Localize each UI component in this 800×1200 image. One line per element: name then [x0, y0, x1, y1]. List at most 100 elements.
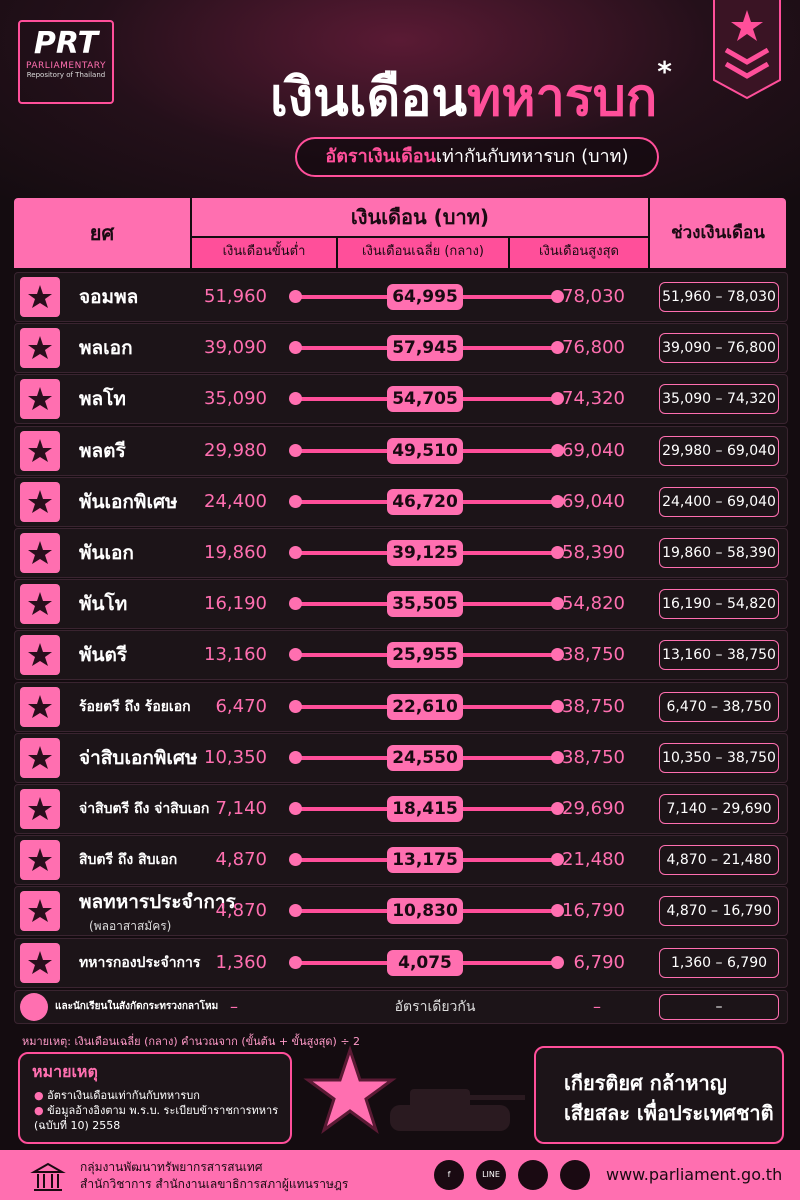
- min-salary: 29,980: [204, 439, 267, 461]
- track-dot: [551, 802, 564, 815]
- min-salary: 51,960: [204, 286, 267, 307]
- track-dot: [289, 546, 302, 559]
- youtube-icon[interactable]: [560, 1160, 590, 1190]
- salary-range: 19,860 – 58,390: [659, 538, 779, 568]
- note-item: ● อัตราเงินเดือนเท่ากันกับทหารบก: [34, 1089, 200, 1102]
- facebook-icon[interactable]: f: [434, 1160, 464, 1190]
- max-salary: 6,790: [573, 951, 625, 973]
- avg-salary: 22,610: [387, 693, 463, 720]
- rank-icon: [20, 942, 60, 983]
- rank-insignia: [28, 745, 52, 769]
- salary-range: 16,190 – 54,820: [659, 589, 779, 620]
- rank-text: ร้อยตรี ถึง ร้อยเอก: [79, 698, 191, 715]
- org-line: สำนักวิชาการ สำนักงานเลขาธิการสภาผู้แทนร…: [80, 1177, 349, 1191]
- track-dot: [551, 853, 564, 867]
- quote-line: เกียรติยศ กล้าหาญ: [564, 1071, 727, 1095]
- table-row: พันเอกพิเศษ 24,400 46,720 69,040 24,400 – 69…: [14, 476, 788, 527]
- header-cell: ช่วงเงินเดือน: [650, 198, 786, 268]
- note-text: อัตราเงินเดือนเท่ากันกับทหารบก: [47, 1089, 200, 1102]
- rank-name: และนักเรียนในสังกัดกระทรวงกลาโหม: [55, 1001, 219, 1012]
- rank-text: จอมพล: [79, 286, 139, 308]
- salary-range: 29,980 – 69,040: [659, 435, 779, 466]
- subtitle-part: เท่ากันกับทหารบก (บาท): [435, 146, 629, 167]
- rank-text: พลโท: [79, 388, 126, 411]
- note-text: ข้อมูลอ้างอิงตาม พ.ร.บ. ระเบียบข้าราชการ…: [34, 1104, 279, 1132]
- logo-line: Repository of Thailand: [26, 71, 106, 79]
- max-salary: 38,750: [562, 746, 625, 768]
- min-salary: 6,470: [215, 695, 267, 717]
- rank-name: พันตรี: [79, 631, 127, 679]
- salary-range: 4,870 – 21,480: [659, 845, 779, 876]
- rank-name: จอมพล: [79, 273, 138, 321]
- rank-text: ทหารกองประจำการ: [79, 954, 201, 971]
- rank-icon: [20, 379, 60, 420]
- max-salary: 69,040: [562, 439, 625, 461]
- salary-range: –: [659, 994, 779, 1020]
- rank-text: สิบตรี ถึง สิบเอก: [79, 852, 178, 869]
- title: เงินเดือนทหารบก*: [270, 55, 672, 138]
- salary-range: 4,870 – 16,790: [659, 896, 779, 927]
- max-salary: –: [593, 997, 601, 1016]
- table-row: พลทหารประจำการ (พลอาสาสมัคร) 4,870 10,830 16…: [14, 886, 788, 937]
- rank-icon: [20, 891, 60, 932]
- header-cell: เงินเดือน (บาท): [192, 198, 648, 236]
- salary-range: 1,360 – 6,790: [659, 947, 779, 978]
- logo-line: PARLIAMENTARY: [26, 61, 106, 71]
- track-dot: [289, 648, 302, 662]
- avg-salary: 18,415: [387, 796, 463, 822]
- web-icon[interactable]: [518, 1160, 548, 1190]
- min-salary: 10,350: [204, 746, 267, 768]
- table-row: ทหารกองประจำการ 1,360 4,075 6,790 1,360 – 6,…: [14, 937, 788, 988]
- track-dot: [551, 494, 564, 508]
- track-dot: [289, 853, 302, 867]
- rank-text: จ่าสิบตรี ถึง จ่าสิบเอก: [79, 801, 210, 817]
- rank-name: พลทหารประจำการ (พลอาสาสมัคร): [79, 887, 236, 935]
- table-row: พันโท 16,190 35,505 54,820 16,190 – 54,820: [14, 579, 788, 630]
- rank-icon: [20, 789, 60, 829]
- table-row: พันเอก 19,860 39,125 58,390 19,860 – 58,390: [14, 528, 788, 578]
- rank-name: พลโท: [79, 375, 126, 423]
- header-cell: เงินเดือนเฉลี่ย (กลาง): [338, 238, 508, 268]
- table-row: พลตรี 29,980 49,510 69,040 29,980 – 69,040: [14, 425, 788, 476]
- track-dot: [551, 290, 564, 303]
- track-dot: [551, 546, 564, 559]
- avg-salary: 25,955: [387, 642, 463, 669]
- rank-icon: [20, 430, 60, 471]
- rank-text: พันโท: [79, 593, 128, 616]
- avg-salary: 57,945: [387, 335, 463, 362]
- logo-text: PRT: [33, 26, 99, 61]
- tank-illustration: [303, 1045, 525, 1134]
- rank-insignia: [28, 387, 52, 411]
- note-item: ● ข้อมูลอ้างอิงตาม พ.ร.บ. ระเบียบข้าราชก…: [34, 1104, 279, 1132]
- rank-name: พลเอก: [79, 324, 133, 372]
- salary-range: 6,470 – 38,750: [659, 691, 779, 722]
- footer: กลุ่มงานพัฒนาทรัพยากรสารสนเทศ สำนักวิชาก…: [0, 1150, 800, 1200]
- avg-salary: 64,995: [387, 284, 463, 310]
- track-dot: [289, 443, 302, 457]
- rank-icon: [20, 481, 60, 522]
- line-icon[interactable]: LINE: [476, 1160, 506, 1190]
- rank-text: พันเอก: [79, 542, 134, 564]
- max-salary: 38,750: [562, 644, 625, 666]
- min-salary: 13,160: [204, 644, 267, 666]
- rank-text: พลตรี: [79, 439, 126, 462]
- track-dot: [551, 392, 564, 406]
- url[interactable]: www.parliament.go.th: [606, 1165, 783, 1184]
- logo: PRT PARLIAMENTARY Repository of Thailand: [18, 20, 114, 104]
- min-salary: 1,360: [215, 951, 267, 973]
- quote-line: เสียสละ เพื่อประเทศชาติ: [564, 1101, 774, 1125]
- min-salary: –: [230, 997, 238, 1016]
- rank-insignia: [28, 694, 52, 718]
- avg-salary: 46,720: [387, 488, 463, 515]
- org-line: กลุ่มงานพัฒนาทรัพยากรสารสนเทศ: [80, 1160, 263, 1174]
- rank-insignia: [28, 541, 52, 564]
- table-row: พันตรี 13,160 25,955 38,750 13,160 – 38,750: [14, 630, 788, 681]
- rank-insignia: [28, 285, 52, 308]
- rank-name: พันเอกพิเศษ: [79, 478, 178, 526]
- rank-name: พลตรี: [79, 427, 126, 475]
- track-dot: [289, 597, 302, 611]
- avg-salary: 49,510: [387, 437, 463, 464]
- salary-range: 24,400 – 69,040: [659, 486, 779, 517]
- title-part: ทหารบก: [467, 68, 658, 128]
- header-cell: เงินเดือนขั้นต่ำ: [192, 238, 336, 268]
